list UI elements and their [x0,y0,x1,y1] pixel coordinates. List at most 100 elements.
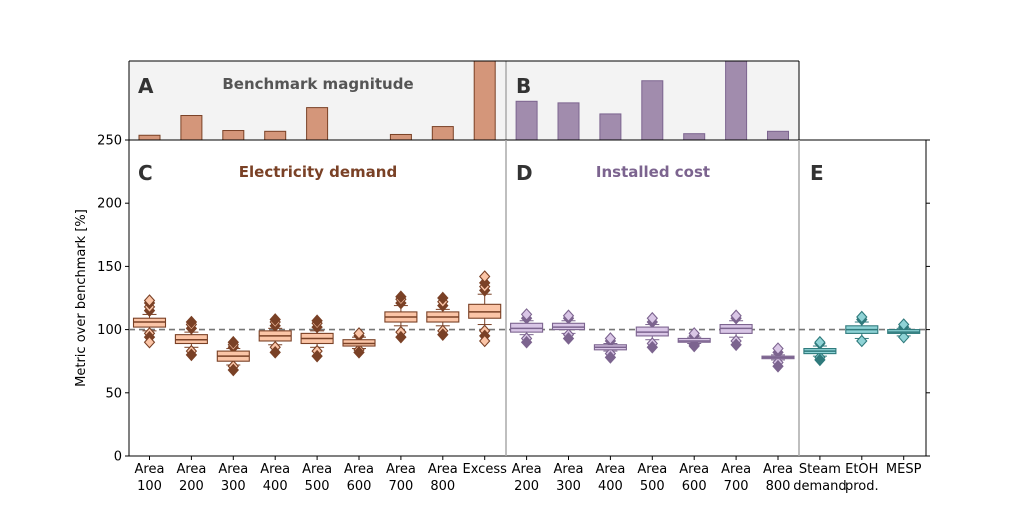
x-tick-label: Area [763,462,793,477]
outlier-point [520,308,533,321]
outlier-point [227,363,239,377]
outlier-point [353,327,365,340]
outlier-point [185,315,198,329]
x-tick-label: MESP [886,462,922,477]
box-11 [593,332,627,364]
outlier-point [814,353,826,367]
outlier-point [311,314,323,328]
outlier-point [185,348,198,362]
box-17 [845,310,879,348]
benchmark-bar [515,100,538,141]
main-plot-panel: 0 50 100 150 200 250 C Electricity demand D Insta… [97,134,930,494]
y-tick-label: 150 [97,260,122,275]
y-axis-label: Metric over benchmark [%] [74,209,89,387]
x-tick-label: 300 [556,479,581,494]
x-tick-label: Area [260,462,290,477]
box-0 [132,294,167,349]
panel-letter-a: A [138,74,154,98]
outlier-point [688,339,700,353]
x-tick-label: 700 [388,479,413,494]
y-tick-label: 0 [114,450,122,465]
outlier-point [143,335,156,349]
benchmark-bar [725,60,748,141]
panel-letter-e: E [810,161,824,185]
outlier-point [395,290,407,304]
panel-title: Electricity demand [239,163,397,181]
x-tick-label: 700 [724,479,749,494]
x-tick-label: Area [176,462,206,477]
x-tick-label: 400 [598,479,623,494]
outlier-point [562,332,575,345]
outlier-point [646,340,658,354]
panel-title: Installed cost [596,163,710,181]
box-18 [887,318,921,344]
outlier-point [856,334,868,348]
y-tick-label: 200 [97,197,122,212]
benchmark-bar [599,113,622,141]
outlier-point [898,330,910,344]
benchmark-bar [389,133,412,141]
box-16 [803,335,837,367]
benchmark-bar [557,102,580,141]
outlier-point [646,311,658,325]
benchmark-bar [264,130,287,141]
outlier-point [814,335,826,349]
x-tick-label: 800 [766,479,791,494]
x-tick-label: prod. [845,479,879,494]
benchmark-bar [138,134,161,141]
x-tick-label: 200 [179,479,204,494]
top-panel-background [129,61,799,140]
benchmark-bar [683,133,706,141]
y-tick-label: 50 [105,386,122,401]
benchmark-bar [222,130,245,141]
box-6 [384,290,418,344]
x-tick-label: 800 [430,479,455,494]
box-3 [258,313,292,359]
y-tick-label: 250 [97,134,122,149]
x-tick-label: EtOH [845,462,878,477]
box-14 [719,309,753,352]
benchmark-bar [473,60,496,141]
box-1 [174,315,208,362]
x-tick-label: Steam [799,462,841,477]
outlier-point [143,294,156,307]
x-tick-label: Area [512,462,542,477]
outlier-point [730,309,742,323]
x-tick-label: Area [386,462,416,477]
x-tick-label: 200 [514,479,539,494]
outlier-point [269,313,281,326]
x-tick-label: 400 [263,479,288,494]
box-5 [342,327,376,359]
outlier-point [437,291,449,305]
benchmark-bar [180,115,203,141]
box-15 [761,342,795,373]
x-tick-label: Area [595,462,625,477]
outlier-point [772,342,784,355]
x-tick-label: demand [793,479,846,494]
benchmark-bar [767,130,789,141]
x-tick-label: Area [679,462,709,477]
outlier-point [479,334,491,348]
x-tick-label: 600 [347,479,372,494]
top-panel-title: Benchmark magnitude [222,75,413,93]
x-tick-label: 100 [137,479,162,494]
x-tick-label: Area [218,462,248,477]
x-tick-label: Area [344,462,374,477]
benchmark-magnitude-panel: A B Benchmark magnitude [128,60,800,141]
box-2 [216,335,250,377]
box-12 [635,311,669,354]
outlier-point [311,349,323,363]
x-tick-label: Area [302,462,332,477]
outlier-point [395,330,407,344]
outlier-point [604,332,617,345]
panel-letter-d: D [516,161,533,185]
outlier-point [227,335,239,349]
benchmark-bar [306,107,329,141]
x-tick-label: 500 [640,479,665,494]
box-13 [677,327,711,353]
box-7 [426,291,460,341]
main-plot-frame [128,139,927,457]
outlier-point [520,335,533,349]
outlier-point [269,346,281,359]
benchmark-bar [641,80,664,141]
